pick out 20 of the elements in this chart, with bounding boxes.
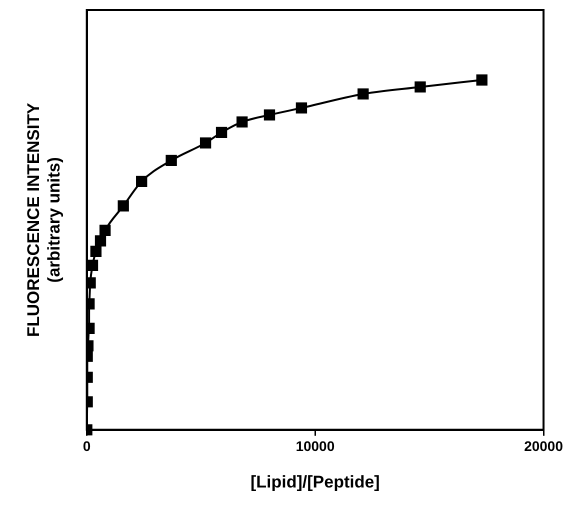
point bbox=[94, 235, 106, 246]
point bbox=[166, 154, 177, 166]
y-axis-title: FLUORESCENCE INTENSITY (arbitrary units) bbox=[24, 102, 64, 338]
point bbox=[476, 74, 488, 86]
point bbox=[236, 116, 248, 128]
point bbox=[136, 176, 148, 188]
x-axis-title: [Lipid]/[Peptide] bbox=[250, 472, 380, 492]
x-tick-label: 0 bbox=[82, 438, 91, 454]
point bbox=[90, 246, 102, 257]
x-tick-label: 20000 bbox=[524, 438, 564, 454]
point bbox=[200, 137, 212, 149]
point bbox=[86, 260, 98, 271]
point bbox=[414, 81, 426, 93]
point bbox=[358, 88, 369, 100]
point bbox=[99, 224, 111, 236]
point bbox=[264, 109, 276, 121]
x-tick-label: 10000 bbox=[296, 438, 335, 454]
point bbox=[296, 102, 308, 114]
point bbox=[216, 126, 228, 138]
point bbox=[118, 200, 129, 212]
